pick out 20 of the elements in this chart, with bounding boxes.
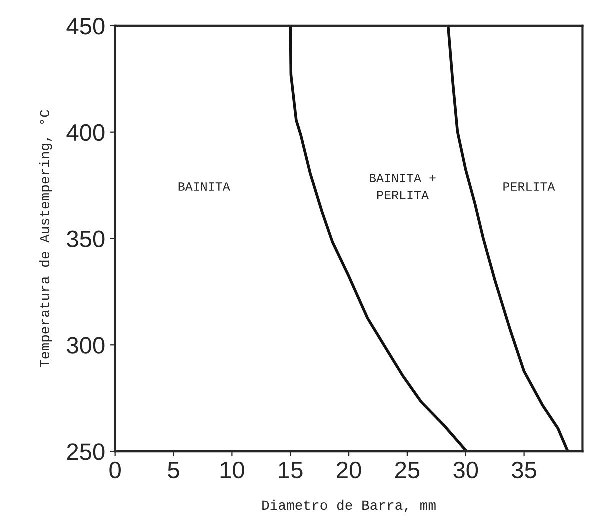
annotation: PERLITA — [504, 182, 556, 191]
annotation: BAINITA — [178, 182, 230, 191]
x-tick-label: 0 — [110, 462, 121, 479]
y-tick-label: 400 — [66, 124, 105, 142]
x-tick-label: 30 — [454, 462, 478, 479]
annotation: BAINITA + PERLITA — [370, 174, 436, 200]
y-tick-label: 450 — [66, 18, 105, 35]
x-tick-label: 35 — [512, 462, 536, 479]
x-axis-title: Diametro de Barra, mm — [262, 500, 436, 512]
y-tick-label: 300 — [67, 337, 105, 354]
line-series — [289, 26, 468, 452]
x-tick-label: 10 — [220, 462, 244, 479]
x-tick-label: 25 — [396, 462, 420, 479]
x-tick-label: 15 — [279, 462, 303, 479]
x-tick-label: 20 — [337, 462, 362, 479]
line-series — [446, 26, 569, 452]
x-tick-label: 5 — [168, 462, 180, 479]
y-axis-title: Temperatura de Austempering, °C — [39, 110, 52, 368]
y-tick-label: 350 — [67, 230, 105, 248]
y-tick-label: 250 — [67, 444, 105, 460]
